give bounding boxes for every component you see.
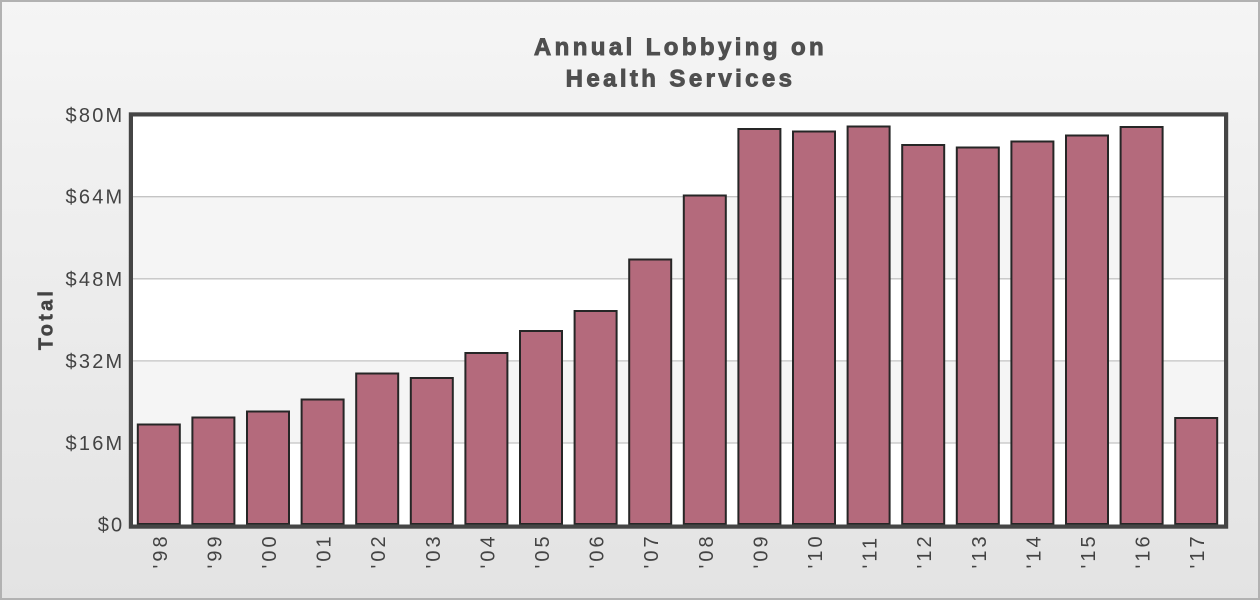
svg-text:'06: '06 xyxy=(587,533,609,568)
svg-text:'05: '05 xyxy=(532,533,554,568)
svg-text:'04: '04 xyxy=(477,533,499,568)
svg-text:$16M: $16M xyxy=(66,433,125,455)
svg-text:'15: '15 xyxy=(1078,533,1100,568)
svg-text:$0: $0 xyxy=(98,515,125,537)
svg-text:'12: '12 xyxy=(914,533,936,568)
svg-text:'09: '09 xyxy=(750,533,772,568)
svg-text:'13: '13 xyxy=(969,533,991,568)
svg-text:'07: '07 xyxy=(641,533,663,568)
svg-text:'02: '02 xyxy=(368,533,390,568)
svg-text:'99: '99 xyxy=(204,533,226,568)
svg-text:Health Services: Health Services xyxy=(566,66,796,93)
svg-text:'11: '11 xyxy=(860,535,882,569)
svg-text:$48M: $48M xyxy=(66,269,125,291)
svg-text:$80M: $80M xyxy=(66,105,125,127)
svg-text:'98: '98 xyxy=(150,533,172,568)
svg-text:'01: '01 xyxy=(314,533,336,568)
svg-text:'10: '10 xyxy=(805,533,827,568)
svg-text:'00: '00 xyxy=(259,533,281,568)
svg-text:'16: '16 xyxy=(1133,533,1155,568)
svg-text:$64M: $64M xyxy=(66,187,125,209)
svg-text:$32M: $32M xyxy=(66,351,125,373)
svg-text:'14: '14 xyxy=(1023,533,1045,568)
svg-text:Annual Lobbying on: Annual Lobbying on xyxy=(534,34,827,61)
svg-text:'17: '17 xyxy=(1187,533,1209,568)
svg-text:'08: '08 xyxy=(696,533,718,568)
svg-text:'03: '03 xyxy=(423,533,445,568)
svg-text:Total: Total xyxy=(36,288,58,350)
